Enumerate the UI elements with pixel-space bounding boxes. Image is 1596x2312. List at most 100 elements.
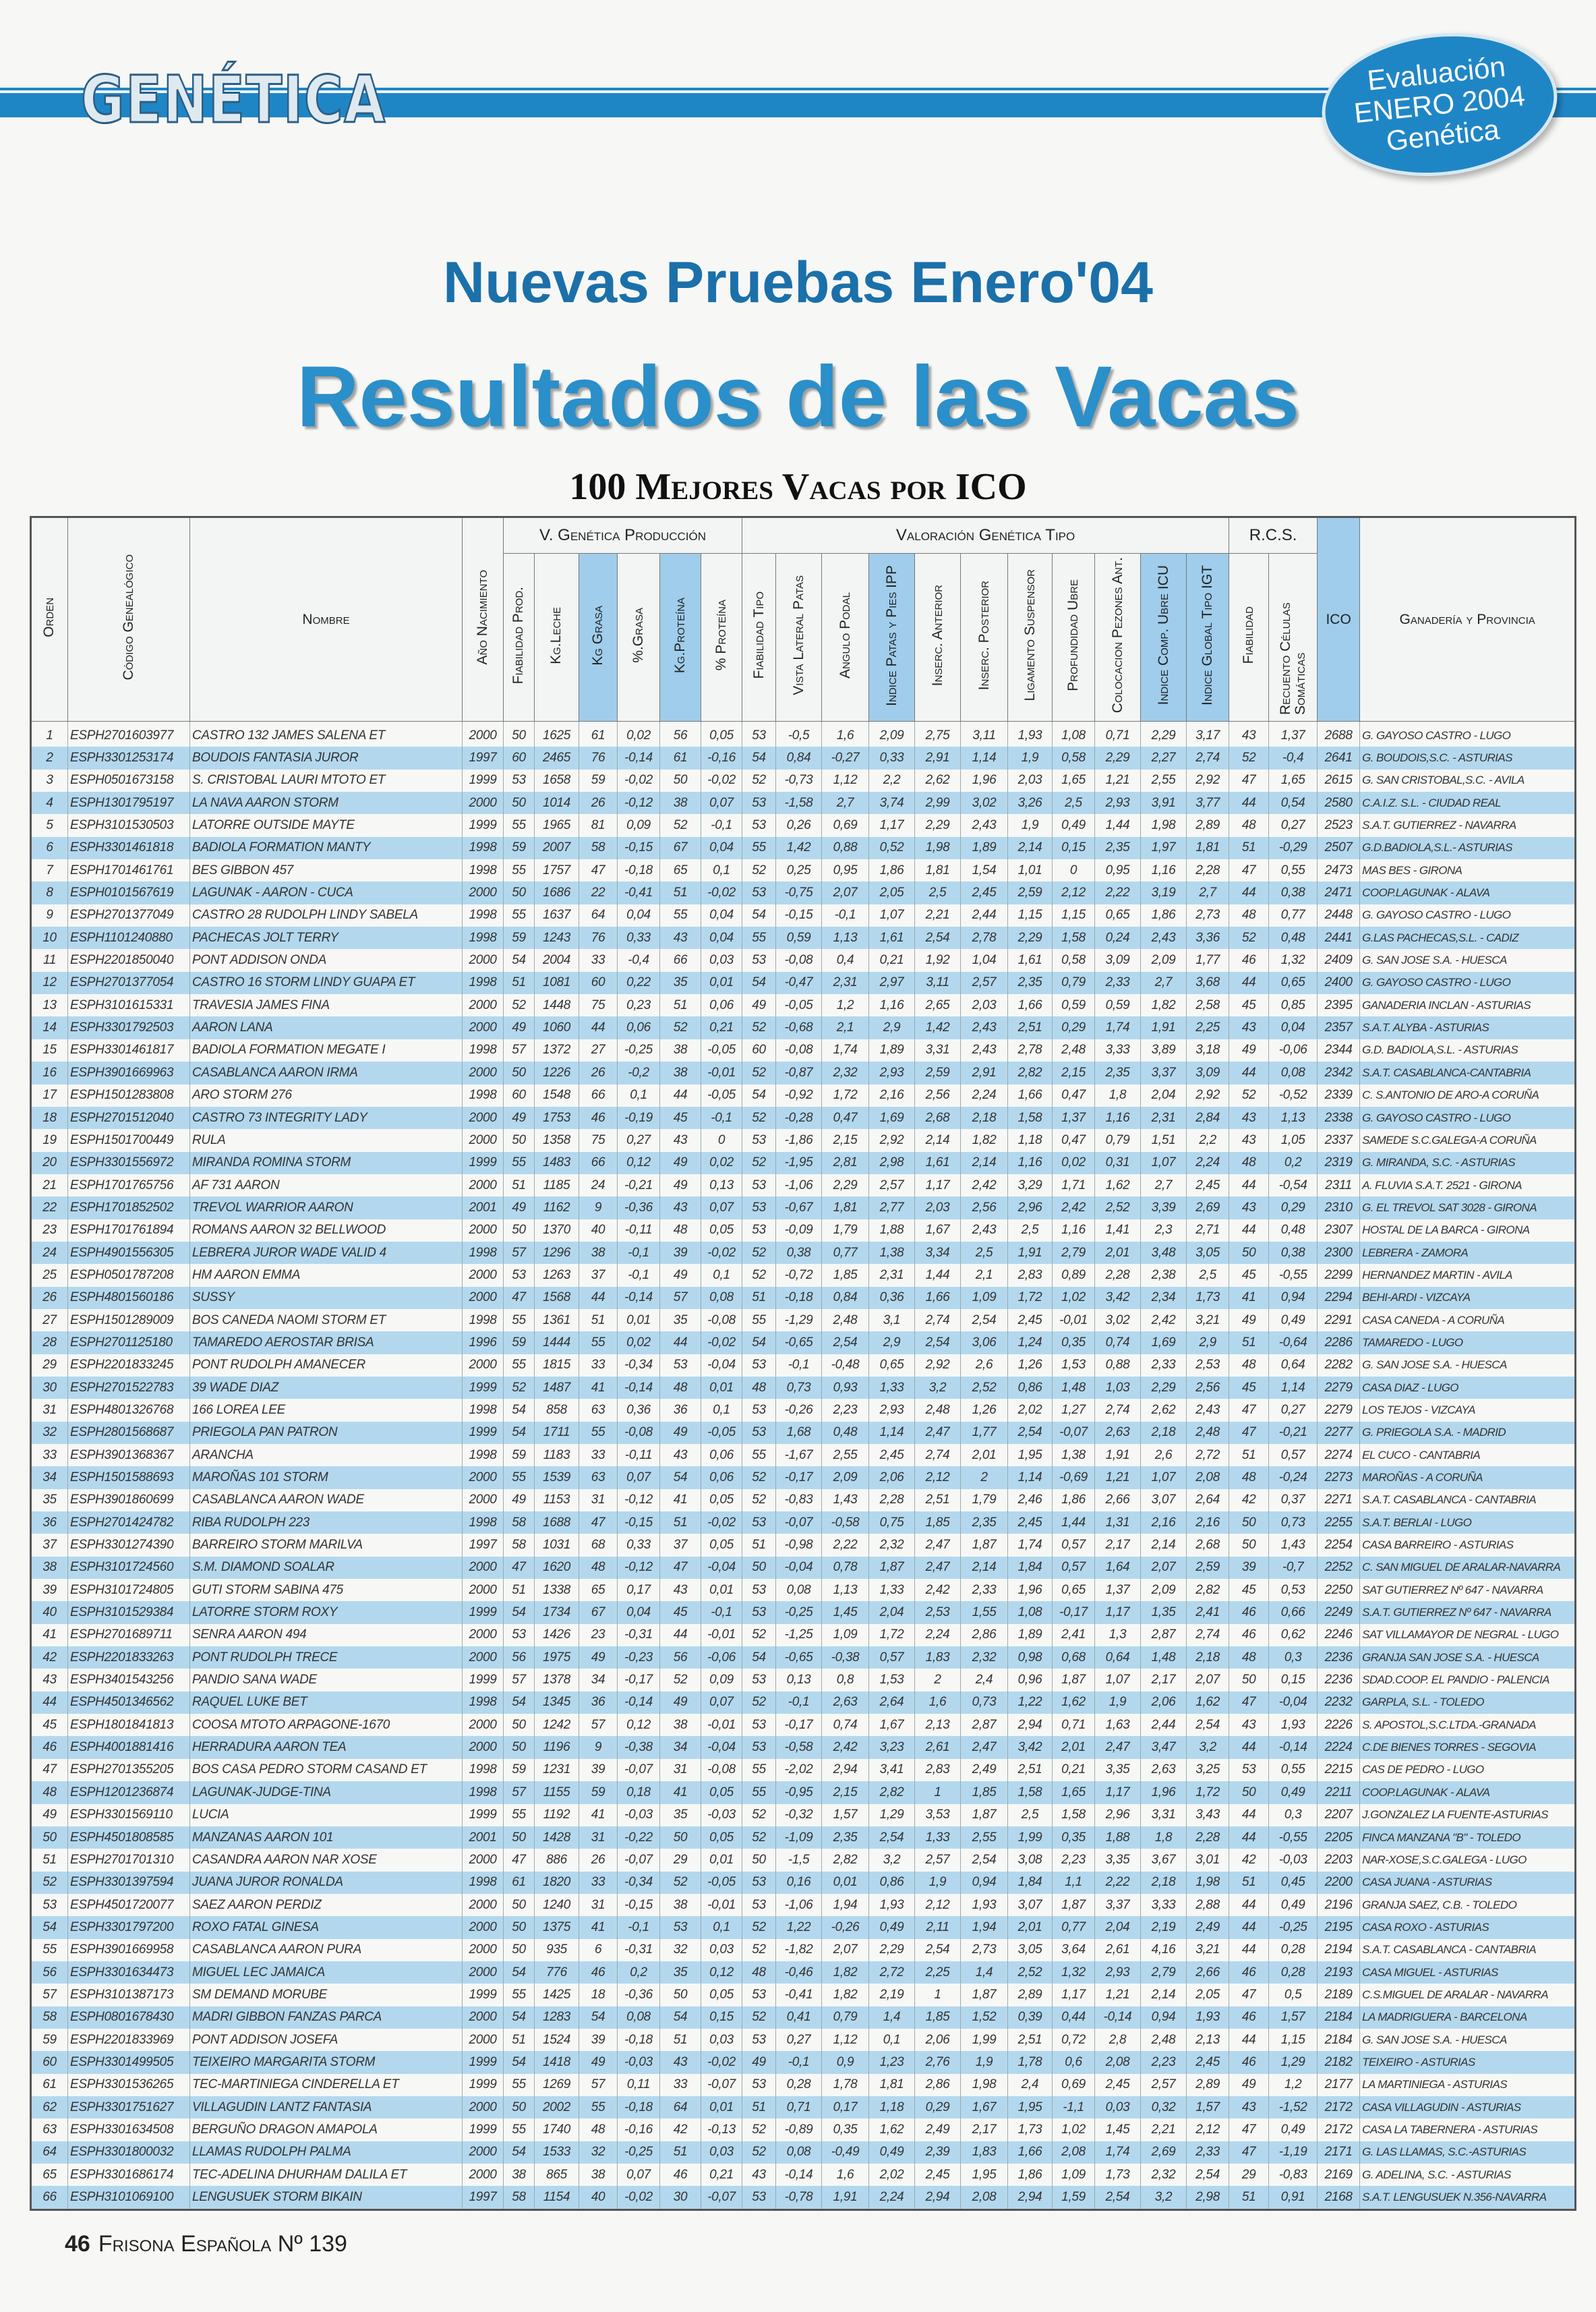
- cell: 2,52: [1094, 1196, 1141, 1219]
- cell: ESPH3101724805: [67, 1579, 190, 1602]
- cell: 1,57: [1186, 2096, 1229, 2119]
- cell: 935: [534, 1938, 579, 1961]
- cell: 1,13: [821, 1579, 869, 1602]
- cell: 2,91: [960, 1062, 1008, 1085]
- cell: 58: [30, 2006, 68, 2029]
- cell: CASA ROXO - ASTURIAS: [1359, 1916, 1576, 1939]
- data-row: 56 ESPH3301634473 MIGUEL LEC JAMAICA 2000 54…: [30, 1961, 1576, 1984]
- data-row: 16 ESPH3901669963 CASABLANCA AARON IRMA 200…: [30, 1062, 1576, 1085]
- cell: 2,09: [821, 1466, 869, 1489]
- column-header: Angulo Podal: [821, 553, 870, 722]
- cell: 2,14: [960, 1556, 1008, 1580]
- cell: -0,02: [617, 769, 660, 792]
- cell: 1,18: [868, 2096, 915, 2119]
- cell: 2,57: [1140, 2073, 1187, 2096]
- cell: 9: [579, 1736, 618, 1759]
- cell: 1,29: [1268, 2051, 1318, 2074]
- cell: PONT ADDISON ONDA: [189, 949, 463, 972]
- cell: -0,14: [617, 1691, 660, 1714]
- cell: 2,92: [868, 1129, 915, 1152]
- cell: 0,05: [700, 1219, 742, 1242]
- cell: 0,75: [868, 1511, 915, 1534]
- cell: 1,08: [1052, 721, 1095, 747]
- cell: 1,31: [1094, 1511, 1141, 1534]
- cell: -0,07: [700, 2186, 742, 2210]
- cell: 0,01: [700, 971, 742, 995]
- column-header: Indice Patas y Pies IPP: [868, 553, 916, 722]
- cell: 31: [579, 1826, 618, 1849]
- cell: 1,98: [1140, 814, 1187, 837]
- cell: 1637: [534, 904, 579, 927]
- cell: 52: [742, 2118, 776, 2141]
- cell: 1,6: [821, 2164, 869, 2187]
- cell: 1378: [534, 1669, 579, 1692]
- cell: 1: [30, 721, 68, 747]
- cell: 2,17: [1140, 1669, 1187, 1692]
- cell: 2,05: [868, 882, 915, 904]
- cell: 3,01: [1186, 1849, 1229, 1872]
- data-row: 61 ESPH3301536265 TEC-MARTINIEGA CINDERELL…: [30, 2073, 1576, 2096]
- cell: 52: [742, 1106, 776, 1130]
- cell: 2,9: [868, 1016, 915, 1039]
- cell: 0,73: [775, 1376, 822, 1399]
- cell: 0,13: [775, 1669, 822, 1692]
- cell: 2,45: [1007, 1308, 1053, 1332]
- cell: 2,96: [1094, 1803, 1141, 1826]
- cell: -0,78: [775, 2186, 822, 2210]
- cell: 1,07: [1094, 1669, 1141, 1692]
- cell: 0,08: [700, 1286, 742, 1309]
- cell: 18: [579, 1984, 618, 2006]
- cell: -0,23: [617, 1646, 660, 1669]
- cell: LOS TEJOS - VIZCAYA: [1359, 1399, 1576, 1422]
- cell: 3,2: [1186, 1736, 1229, 1759]
- cell: PACHECAS JOLT TERRY: [189, 927, 463, 950]
- cell: 1,61: [914, 1151, 961, 1174]
- cell: 1,3: [1094, 1623, 1141, 1647]
- cell: 1997: [462, 1534, 504, 1557]
- cell: 2,62: [914, 769, 961, 792]
- cell: 0,79: [1094, 1129, 1141, 1152]
- cell: 24: [30, 1241, 68, 1265]
- cell: 55: [742, 836, 776, 860]
- cell: 53: [742, 792, 776, 815]
- cell: 66: [30, 2186, 68, 2210]
- cell: 2,45: [1094, 2073, 1141, 2096]
- cell: G. GAYOSO CASTRO - LUGO: [1359, 904, 1576, 927]
- cell: 1,73: [1094, 2164, 1141, 2187]
- cell: 0,35: [821, 2118, 869, 2141]
- cell: ESPH2201833263: [67, 1646, 190, 1669]
- cell: 50: [503, 1736, 535, 1759]
- cell: 46: [1229, 1601, 1269, 1624]
- cell: 54: [503, 949, 535, 972]
- cell: 0,77: [821, 1241, 869, 1265]
- cell: 51: [1229, 1444, 1269, 1467]
- cell: -0,1: [775, 1691, 822, 1714]
- cell: 2184: [1317, 2006, 1360, 2029]
- cell: 2,93: [868, 1062, 915, 1085]
- data-row: 63 ESPH3301634508 BERGUÑO DRAGON AMAPOLA 19…: [30, 2118, 1576, 2141]
- cell: SAT VILLAMAYOR DE NEGRAL - LUGO: [1359, 1623, 1576, 1647]
- cell: 1,1: [1052, 1871, 1095, 1894]
- cell: 43: [1229, 1714, 1269, 1737]
- cell: 0,73: [1268, 1511, 1318, 1534]
- cell: 2226: [1317, 1714, 1360, 1737]
- cell: 50: [503, 882, 535, 904]
- cell: ESPH1701765756: [67, 1174, 190, 1197]
- cell: 54: [742, 747, 776, 770]
- cell: 0,1: [700, 1264, 742, 1287]
- cell: 2,53: [1186, 1354, 1229, 1377]
- cell: 42: [1229, 1489, 1269, 1512]
- cell: 0,21: [700, 1016, 742, 1039]
- cell: 0,73: [960, 1691, 1008, 1714]
- cell: 2,56: [960, 1196, 1008, 1219]
- cell: 50: [742, 1556, 776, 1580]
- cell: CASA DIAZ - LUGO: [1359, 1376, 1576, 1399]
- cell: 1,83: [960, 2141, 1008, 2164]
- column-header-text: Orden: [41, 598, 57, 637]
- cell: 48: [1229, 904, 1269, 927]
- column-header: Fiabilidad Tipo: [742, 553, 777, 722]
- cell: -0,01: [700, 1623, 742, 1647]
- cell: 32: [579, 2141, 618, 2164]
- cell: -0,02: [700, 1331, 742, 1354]
- cell: 1,45: [821, 1601, 869, 1624]
